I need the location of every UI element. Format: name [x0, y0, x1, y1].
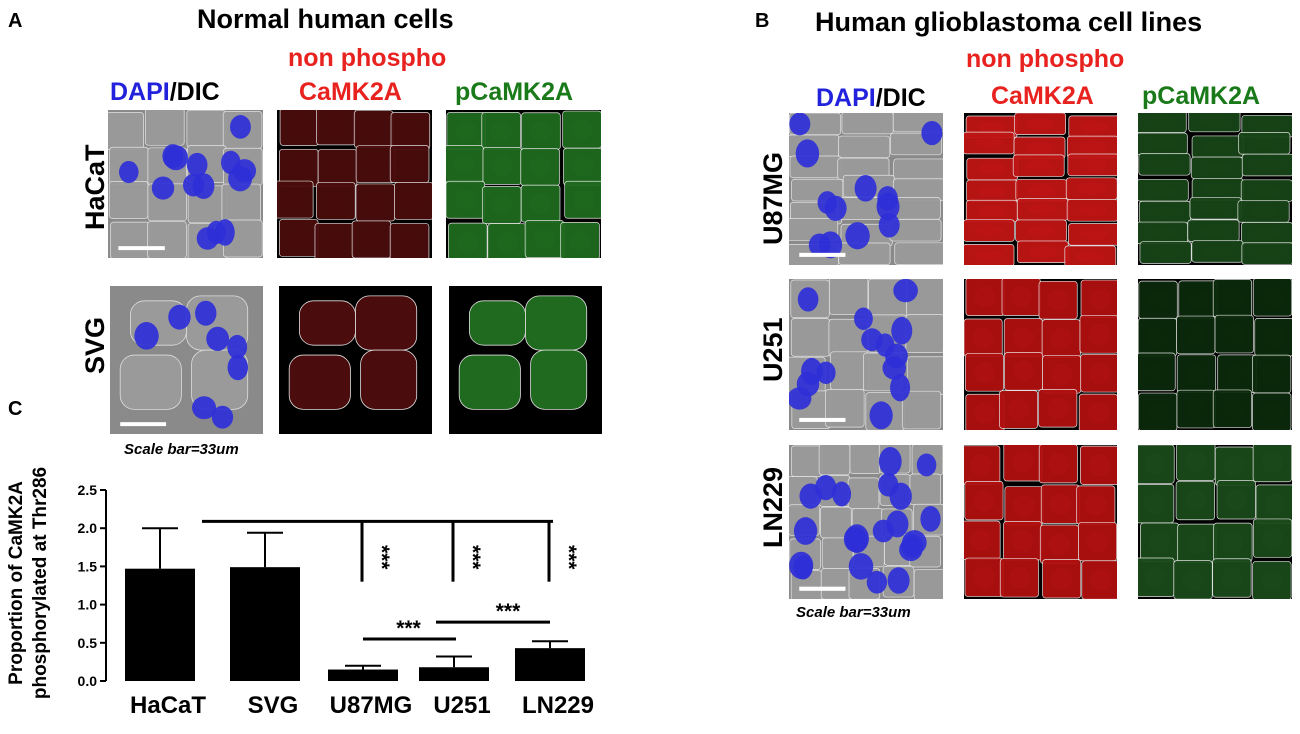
panel-b-row-u87mg: U87MG — [758, 151, 788, 245]
panel-b-scale-note: Scale bar=33um — [796, 604, 911, 621]
panel-b-letter: B — [755, 10, 770, 32]
y-tick-label: 2.5 — [78, 482, 98, 498]
y-tick-label: 0.0 — [78, 673, 98, 689]
panel-b-title: Human glioblastoma cell lines — [815, 7, 1203, 37]
bar-chart: Proportion of CaMK2A phosphorylated at T… — [6, 467, 594, 719]
micrograph-u87mg-dapi-dic — [789, 113, 943, 265]
x-tick-label: HaCaT — [130, 692, 206, 719]
micrograph-u87mg-pcamk2a — [1138, 113, 1292, 265]
micrograph-hacat-camk2a — [277, 110, 432, 258]
micrograph-u87mg-camk2a — [964, 113, 1117, 265]
y-tick-label: 2.0 — [78, 520, 98, 536]
significance-stars: *** — [396, 617, 421, 640]
bar-u251 — [419, 667, 489, 681]
y-tick-label: 0.5 — [78, 635, 98, 651]
micrograph-hacat-dapi-dic — [108, 110, 263, 258]
bar-svg — [230, 567, 300, 681]
panel-a-letter: A — [8, 10, 23, 32]
x-tick-label: SVG — [248, 692, 299, 719]
panel-a-col-pcamk2a: pCaMK2A — [455, 78, 574, 106]
panel-b-col-dapi-dic: DAPI/DIC — [816, 84, 926, 113]
y-tick-label: 1.0 — [78, 597, 98, 613]
significance-stars: *** — [496, 600, 521, 623]
panel-c-letter: C — [8, 398, 23, 420]
dic-label: /DIC — [169, 78, 220, 106]
panel-b-col-pcamk2a: pCaMK2A — [1142, 82, 1261, 110]
dapi-label: DAPI — [110, 78, 170, 106]
panel-a-row-hacat: HaCaT — [80, 144, 110, 230]
micrograph-hacat-pcamk2a — [446, 110, 601, 258]
y-axis-label-line1: Proportion of CaMK2A — [6, 481, 27, 685]
significance-stars: *** — [370, 545, 393, 570]
micrograph-ln229-dapi-dic — [789, 445, 943, 599]
panel-b-col-camk2a: CaMK2A — [991, 82, 1094, 110]
bar-u87mg — [328, 669, 398, 681]
micrograph-u251-pcamk2a — [1138, 279, 1292, 430]
panel-b-non-phospho-label: non phospho — [966, 45, 1125, 73]
bar-ln229 — [515, 648, 585, 681]
micrograph-ln229-camk2a — [964, 445, 1117, 599]
y-tick-label: 1.5 — [78, 558, 98, 574]
dic-label: /DIC — [875, 84, 926, 112]
significance-stars: *** — [557, 545, 580, 570]
micrograph-u251-camk2a — [964, 279, 1117, 430]
panel-a-col-camk2a: CaMK2A — [299, 78, 402, 106]
panel-a-non-phospho-label: non phospho — [288, 44, 447, 72]
panel-a-col-dapi-dic: DAPI/DIC — [110, 78, 220, 107]
panel-b-row-u251: U251 — [758, 317, 788, 382]
micrograph-ln229-pcamk2a — [1138, 445, 1292, 599]
dapi-label: DAPI — [816, 84, 876, 112]
micrograph-svg-camk2a — [279, 286, 432, 434]
significance-stars: *** — [461, 545, 484, 570]
panel-b-row-ln229: LN229 — [758, 466, 788, 548]
panel-a-title: Normal human cells — [197, 4, 454, 34]
x-tick-label: U251 — [433, 692, 490, 719]
x-tick-label: LN229 — [522, 692, 594, 719]
panel-a-row-svg: SVG — [80, 316, 110, 374]
y-axis-label-line2: phosphorylated at Thr286 — [30, 467, 51, 699]
micrograph-svg-dapi-dic — [110, 286, 263, 434]
bar-hacat — [125, 568, 195, 681]
x-tick-label: U87MG — [330, 692, 413, 719]
panel-a-scale-note: Scale bar=33um — [124, 441, 239, 458]
micrograph-svg-pcamk2a — [449, 286, 602, 434]
micrograph-u251-dapi-dic — [789, 279, 943, 430]
